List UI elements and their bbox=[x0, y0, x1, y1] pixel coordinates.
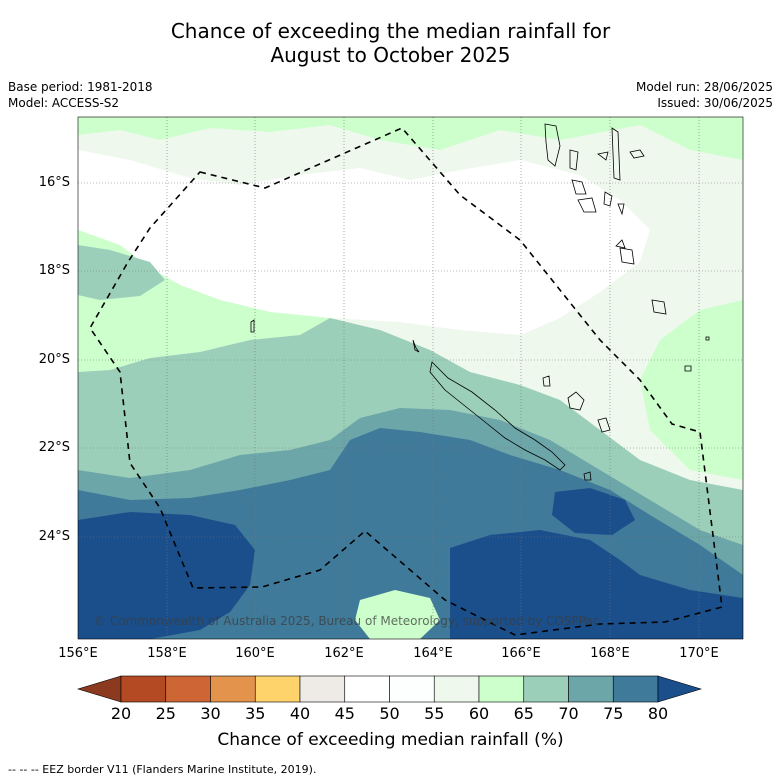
eez-border bbox=[89, 127, 723, 636]
colorbar-tick-label: 60 bbox=[468, 704, 490, 723]
region-50-55-middle bbox=[78, 150, 650, 335]
lon-label-162e: 162°E bbox=[324, 646, 364, 661]
colorbar-tick-label: 35 bbox=[245, 704, 266, 723]
colorbar-swatch bbox=[568, 675, 614, 703]
colorbar-tick-label: 80 bbox=[647, 704, 669, 723]
lon-label-158e: 158°E bbox=[147, 646, 187, 661]
lon-label-164e: 164°E bbox=[413, 646, 453, 661]
new-caledonia-island bbox=[429, 361, 566, 471]
region-above-80-west bbox=[78, 512, 255, 639]
colorbar-tick-label: 40 bbox=[289, 704, 311, 723]
region-60-65-south bbox=[355, 590, 440, 639]
lat-label-24s: 24°S bbox=[38, 529, 70, 544]
colorbar-tick-label: 25 bbox=[155, 704, 176, 723]
colorbar-tick-label: 45 bbox=[334, 704, 355, 723]
lat-label-20s: 20°S bbox=[38, 352, 70, 367]
vanuatu-islands bbox=[544, 123, 667, 315]
map-field bbox=[78, 117, 743, 639]
issued-text: Issued: 30/06/2025 bbox=[657, 96, 773, 110]
model-run-text: Model run: 28/06/2025 bbox=[635, 80, 773, 94]
colorbar-swatch bbox=[612, 675, 659, 703]
title-line-1: Chance of exceeding the median rainfall … bbox=[170, 19, 611, 43]
lon-label-160e: 160°E bbox=[235, 646, 275, 661]
colorbar-tick-label: 55 bbox=[424, 704, 445, 723]
colorbar-tick-label: 20 bbox=[110, 704, 132, 723]
colorbar-tick-label: 50 bbox=[379, 704, 400, 723]
colorbar-swatch bbox=[389, 675, 435, 703]
copyright-text: © Commonwealth of Australia 2025, Bureau… bbox=[94, 614, 600, 628]
loyalty-islands bbox=[542, 375, 611, 481]
graticule bbox=[78, 117, 743, 639]
colorbar-title: Chance of exceeding median rainfall (%) bbox=[217, 730, 564, 750]
lat-label-22s: 22°S bbox=[38, 440, 70, 455]
colorbar-tick-label: 75 bbox=[603, 704, 624, 723]
colorbar-swatch bbox=[523, 675, 569, 703]
region-above-80-east bbox=[450, 530, 743, 639]
lat-label-16s: 16°S bbox=[38, 175, 70, 190]
base-period-text: Base period: 1981-2018 bbox=[8, 80, 153, 94]
colorbar-swatch bbox=[165, 675, 211, 703]
colorbar bbox=[76, 675, 703, 703]
colorbar-arrow-high bbox=[657, 675, 703, 703]
colorbar-tick-label: 70 bbox=[558, 704, 579, 723]
colorbar-swatch bbox=[433, 675, 480, 703]
region-65-70-west bbox=[78, 245, 165, 300]
colorbar-swatch bbox=[344, 675, 390, 703]
colorbar-swatch bbox=[120, 675, 167, 703]
region-60-65-top bbox=[78, 117, 743, 160]
lon-label-168e: 168°E bbox=[590, 646, 630, 661]
eez-footnote: -- -- -- EEZ border V11 (Flanders Marine… bbox=[8, 763, 317, 776]
region-60-65-right bbox=[640, 300, 743, 480]
lat-label-18s: 18°S bbox=[38, 263, 70, 278]
colorbar-swatch bbox=[254, 675, 301, 703]
meta-right: Model run: 28/06/2025 Issued: 30/06/2025 bbox=[636, 79, 773, 111]
colorbar-swatch bbox=[210, 675, 256, 703]
colorbar-swatch bbox=[478, 675, 525, 703]
meta-left: Base period: 1981-2018 Model: ACCESS-S2 bbox=[8, 79, 153, 111]
title-line-2: August to October 2025 bbox=[270, 43, 511, 67]
lon-label-156e: 156°E bbox=[58, 646, 98, 661]
small-islets bbox=[250, 319, 710, 372]
chart-title: Chance of exceeding the median rainfall … bbox=[0, 19, 781, 67]
lon-label-170e: 170°E bbox=[679, 646, 719, 661]
colorbar-tick-label: 30 bbox=[200, 704, 221, 723]
colorbar-swatch bbox=[299, 675, 346, 703]
colorbar-tick-label: 65 bbox=[513, 704, 534, 723]
lon-label-166e: 166°E bbox=[501, 646, 541, 661]
map-frame bbox=[77, 116, 744, 640]
model-text: Model: ACCESS-S2 bbox=[8, 96, 120, 110]
colorbar-arrow-low bbox=[76, 675, 122, 703]
region-above-80-central bbox=[552, 488, 635, 535]
